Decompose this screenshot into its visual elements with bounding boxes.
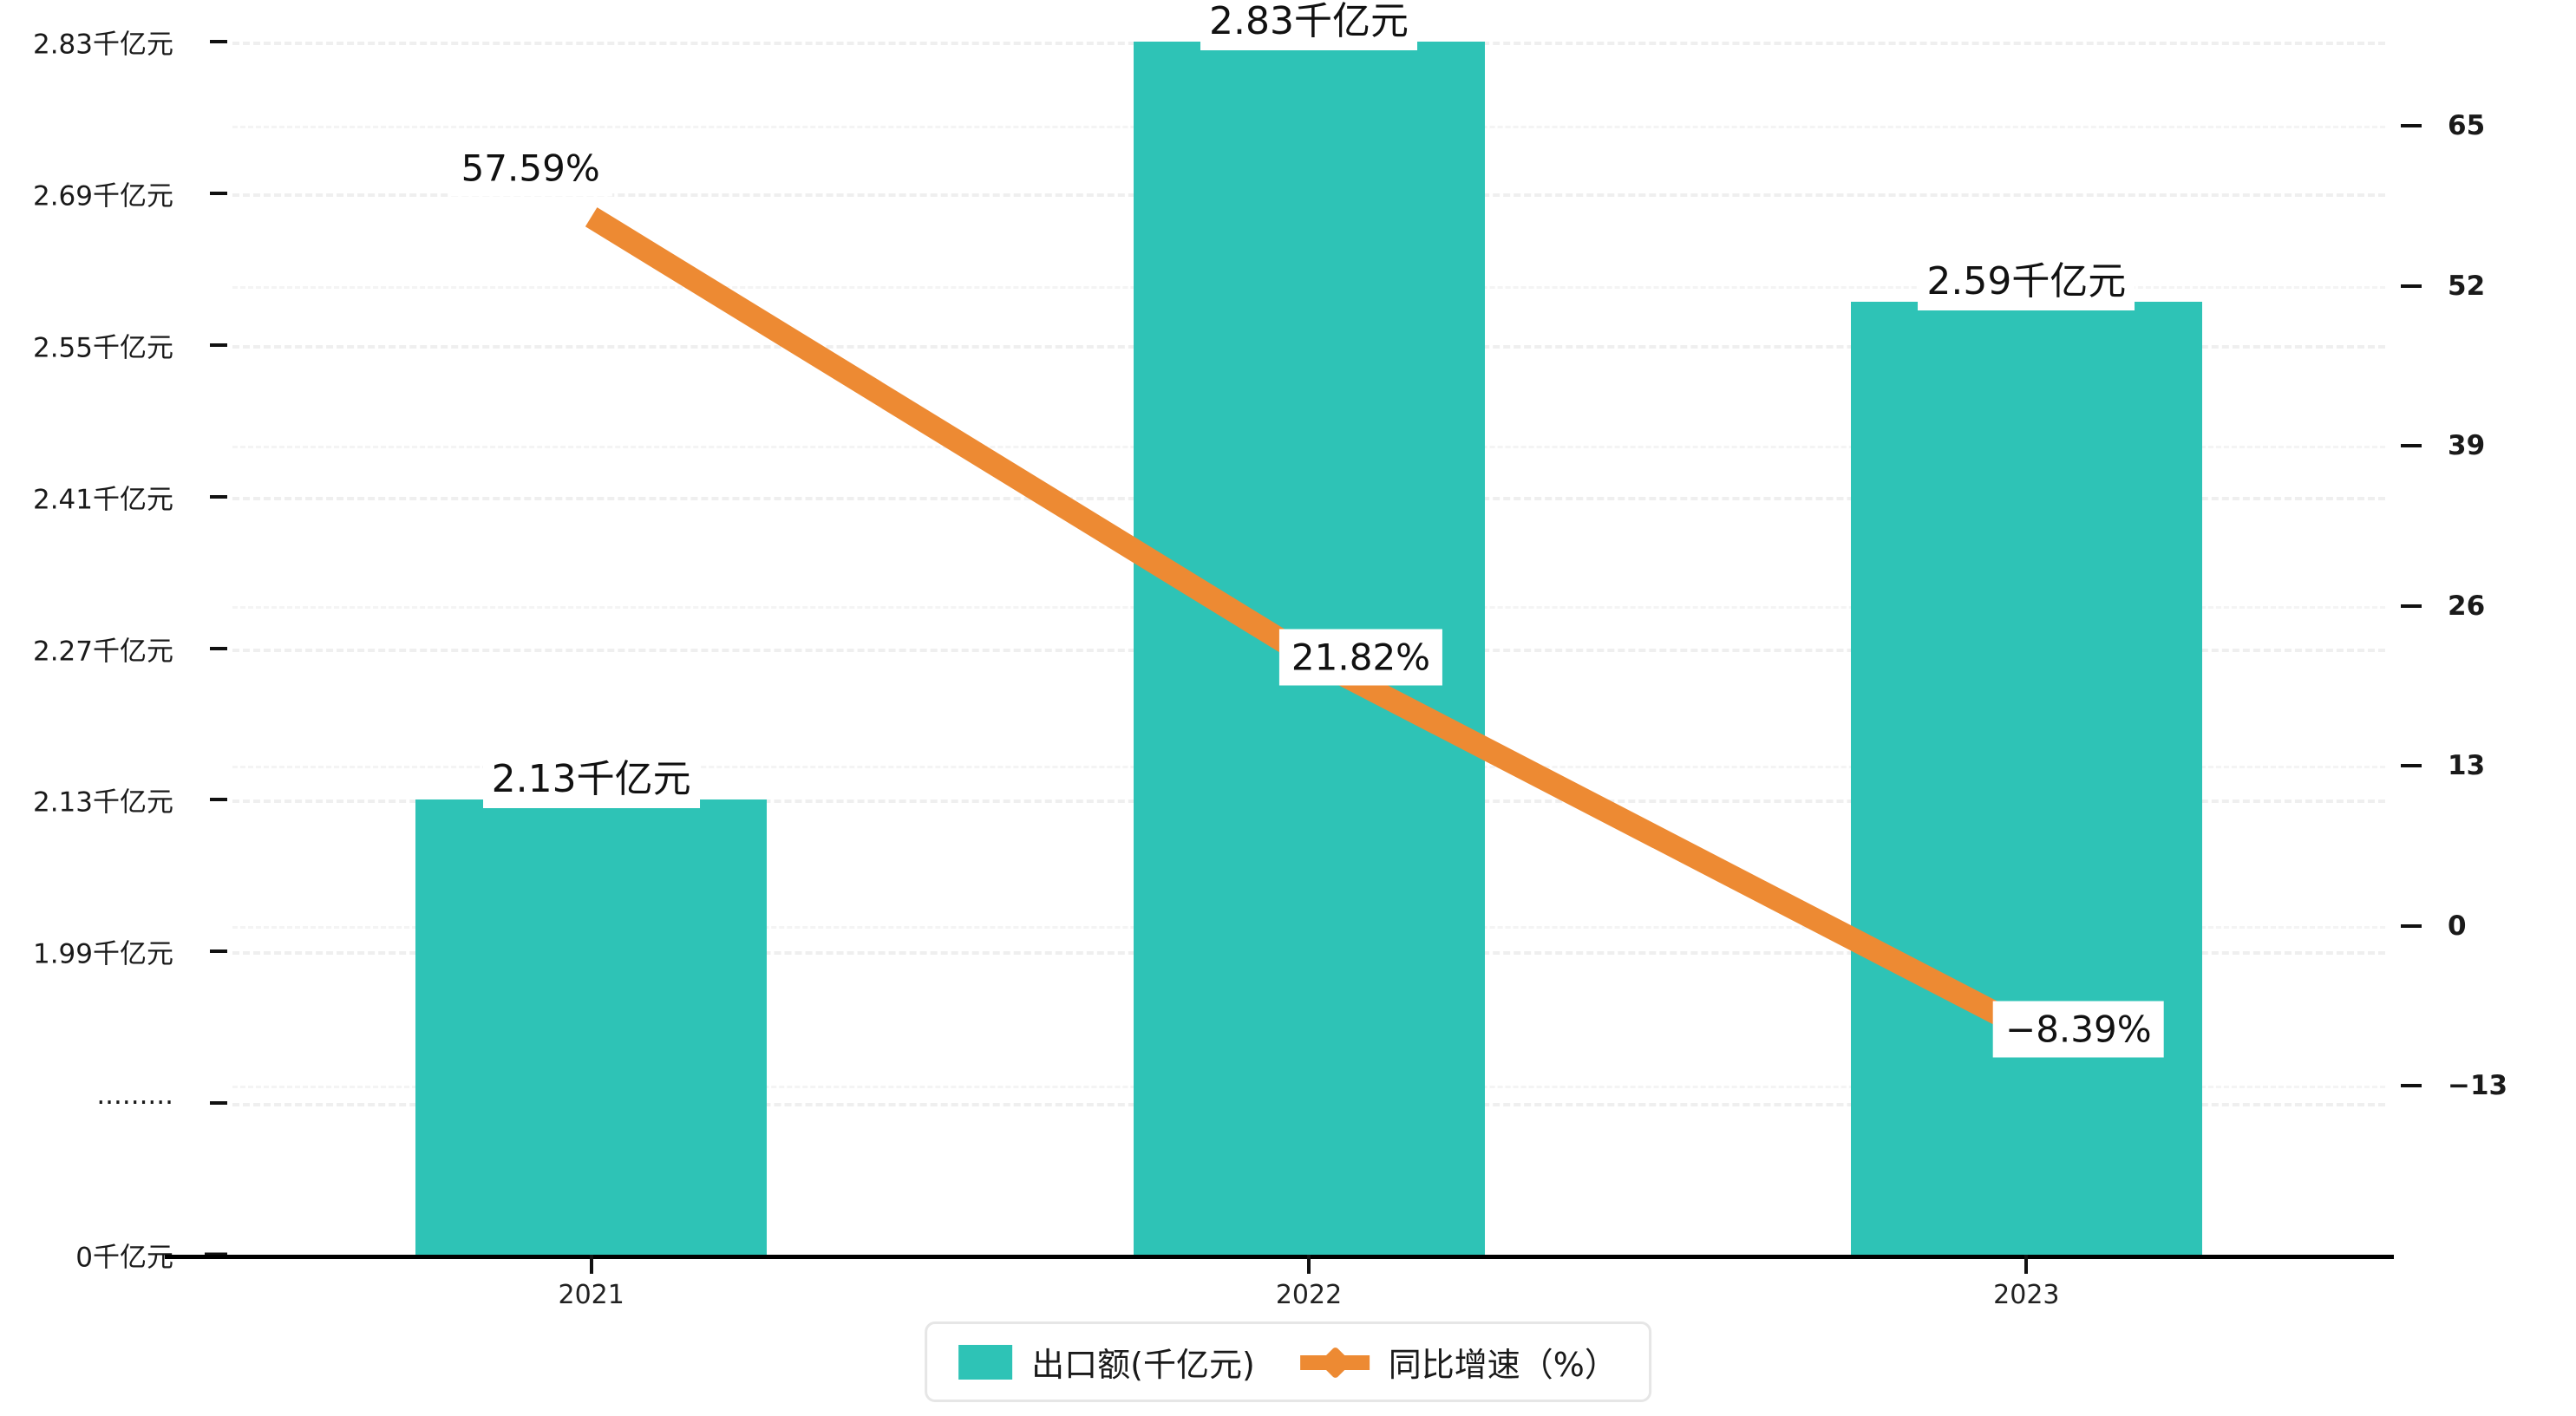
x-tick-mark xyxy=(2024,1255,2029,1274)
y-left-tick-mark xyxy=(210,1101,227,1106)
y-right-tick-label: 26 xyxy=(2448,590,2486,622)
x-axis-line xyxy=(165,1255,2394,1259)
legend-item-bar[interactable]: 出口额(千亿元) xyxy=(958,1338,1255,1386)
x-tick-label-2023: 2023 xyxy=(1993,1280,2060,1310)
line-value-label-2021: 57.59% xyxy=(448,140,612,197)
y-right-tick-label: 0 xyxy=(2448,910,2467,942)
y-left-tick-label: 0千亿元 xyxy=(75,1242,173,1274)
legend[interactable]: 出口额(千亿元) 同比增速（%） xyxy=(925,1321,1651,1402)
y-right-tick-mark xyxy=(2401,604,2422,608)
y-left-tick-label: 2.55千亿元 xyxy=(32,332,173,364)
bar-value-label-2021: 2.13千亿元 xyxy=(482,742,700,809)
y-right-tick-label: 52 xyxy=(2448,270,2486,302)
y-left-tick-mark xyxy=(210,798,227,802)
y-left-tick-label: 2.83千亿元 xyxy=(32,29,173,61)
x-tick-mark xyxy=(589,1255,593,1274)
y-right-tick-label: 13 xyxy=(2448,750,2486,781)
y-right-tick-label: 39 xyxy=(2448,430,2486,461)
y-right-tick-label: −13 xyxy=(2448,1070,2508,1101)
y-left-tick-mark xyxy=(210,191,227,195)
y-left-tick-mark xyxy=(210,40,227,43)
y-left-tick-mark xyxy=(210,494,227,499)
x-tick-mark xyxy=(1307,1255,1311,1274)
y-left-tick-mark xyxy=(210,343,227,347)
y-right-tick-label: 65 xyxy=(2448,110,2486,141)
y-left-tick-label: 1.99千亿元 xyxy=(32,938,173,970)
legend-label-bar: 出口额(千亿元) xyxy=(1031,1346,1255,1384)
y-right-tick-mark xyxy=(2401,124,2422,127)
y-left-tick-label: 2.27千亿元 xyxy=(32,636,173,667)
line-value-label-2022: 21.82% xyxy=(1278,629,1443,686)
y-right-tick-mark xyxy=(2401,284,2422,288)
bar-2023[interactable] xyxy=(1850,301,2202,1255)
y-left-tick-mark xyxy=(210,949,227,954)
bar-value-label-2022: 2.83千亿元 xyxy=(1200,0,1417,50)
x-tick-label-2021: 2021 xyxy=(558,1280,624,1310)
y-left-tick-label: 2.69千亿元 xyxy=(32,180,173,212)
y-left-tick-label: ········· xyxy=(96,1087,173,1119)
bar-value-label-2023: 2.59千亿元 xyxy=(1918,244,2135,310)
y-right-tick-mark xyxy=(2401,764,2422,767)
y-left-tick-label: 2.13千亿元 xyxy=(32,786,173,819)
y-right-tick-mark xyxy=(2401,1084,2422,1087)
legend-swatch-bar-icon xyxy=(958,1344,1013,1380)
legend-label-line: 同比增速（%） xyxy=(1388,1346,1618,1384)
y-left-tick-mark xyxy=(210,646,227,650)
bar-2021[interactable] xyxy=(415,799,768,1255)
legend-swatch-line-icon xyxy=(1299,1345,1370,1380)
legend-item-line[interactable]: 同比增速（%） xyxy=(1299,1338,1618,1386)
x-tick-label-2022: 2022 xyxy=(1275,1280,1343,1310)
y-right-tick-mark xyxy=(2401,444,2422,447)
line-value-label-2023: −8.39% xyxy=(1993,1001,2164,1058)
y-left-tick-label: 2.41千亿元 xyxy=(32,484,173,516)
y-right-tick-mark xyxy=(2401,923,2422,928)
